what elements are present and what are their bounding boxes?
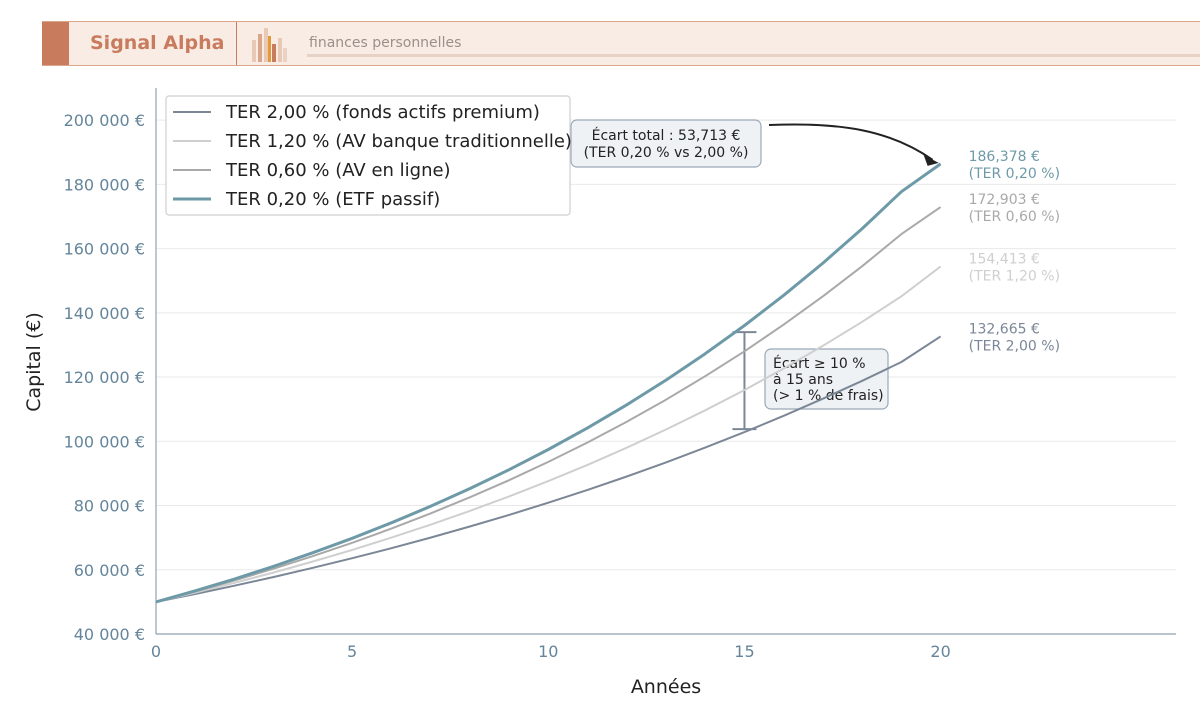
legend-label: TER 0,20 % (ETF passif) xyxy=(225,189,440,210)
y-tick-label: 80 000 € xyxy=(74,497,145,516)
end-value-label: 172,903 € xyxy=(969,192,1040,208)
y-tick-label: 200 000 € xyxy=(64,111,145,130)
series-line xyxy=(155,162,942,604)
annotation-gap-text: à 15 ans xyxy=(773,372,833,388)
x-tick-label: 10 xyxy=(538,642,558,661)
y-tick-label: 40 000 € xyxy=(74,625,145,644)
header-banner: Signal Alpha finances personnelles xyxy=(42,21,1200,66)
banner-separator xyxy=(236,22,237,65)
x-tick-label: 0 xyxy=(151,642,161,661)
series-line xyxy=(155,265,942,603)
brand-name: Signal Alpha xyxy=(90,32,225,54)
end-labels: 132,665 €(TER 2,00 %) 154,413 €(TER 1,20 … xyxy=(969,149,1060,355)
legend-box xyxy=(165,95,571,216)
end-value-label: 132,665 € xyxy=(969,321,1040,337)
annotation-box-total xyxy=(570,119,762,168)
series-line xyxy=(155,335,942,603)
legend: TER 2,00 % (fonds actifs premium) TER 1,2… xyxy=(165,95,572,216)
annotation-gap-text: Écart ≥ 10 % xyxy=(773,355,866,372)
y-tick-label: 120 000 € xyxy=(64,368,145,387)
x-axis-ticks: 0 5 10 15 20 xyxy=(151,642,951,661)
y-axis-ticks: 40 000 € 60 000 € 80 000 € 100 000 € 120 000… xyxy=(64,111,145,644)
x-tick-label: 15 xyxy=(734,642,754,661)
bar-chart-logo-icon xyxy=(252,28,287,62)
series-line xyxy=(155,206,942,603)
x-axis-title: Années xyxy=(631,676,701,698)
y-tick-label: 60 000 € xyxy=(74,561,145,580)
y-tick-label: 140 000 € xyxy=(64,304,145,323)
end-value-label: 154,413 € xyxy=(969,252,1040,268)
legend-label: TER 1,20 % (AV banque traditionnelle) xyxy=(225,131,572,152)
y-tick-label: 100 000 € xyxy=(64,432,145,451)
tagline: finances personnelles xyxy=(309,35,462,51)
end-series-label: (TER 0,20 %) xyxy=(969,166,1060,182)
end-series-label: (TER 0,60 %) xyxy=(969,209,1060,225)
end-value-label: 186,378 € xyxy=(969,149,1040,165)
legend-label: TER 2,00 % (fonds actifs premium) xyxy=(225,102,540,123)
banner-rule xyxy=(307,54,1200,57)
annotation-total-text: (TER 0,20 % vs 2,00 %) xyxy=(584,145,749,161)
brand-color-swatch xyxy=(42,22,69,65)
y-tick-label: 180 000 € xyxy=(64,175,145,194)
x-tick-label: 20 xyxy=(930,642,950,661)
axes xyxy=(155,88,1176,635)
arrow-head-icon xyxy=(923,154,939,166)
y-axis-title: Capital (€) xyxy=(23,312,45,412)
end-series-label: (TER 2,00 %) xyxy=(969,338,1060,354)
end-series-label: (TER 1,20 %) xyxy=(969,269,1060,285)
series-lines xyxy=(155,162,942,604)
annotation-arrow xyxy=(768,123,934,161)
legend-label: TER 0,60 % (AV en ligne) xyxy=(225,160,451,181)
x-tick-label: 5 xyxy=(347,642,357,661)
y-tick-label: 160 000 € xyxy=(64,240,145,259)
annotations: Écart total : 53,713 €(TER 0,20 % vs 2,0… xyxy=(570,119,939,431)
annotation-total-text: Écart total : 53,713 € xyxy=(592,127,741,144)
